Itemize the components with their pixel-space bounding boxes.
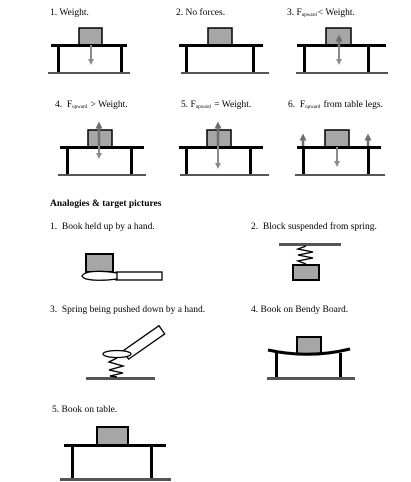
label-analogy-spring-pushed: 3. Spring being pushed down by a hand. [50, 305, 206, 315]
picture-book-on-table [60, 426, 171, 481]
picture-spring-pushed [86, 324, 166, 380]
table-fupward-legs [295, 129, 385, 176]
label-fupward-equal-weight: 5. Fupward = Weight. [181, 100, 252, 110]
picture-block-spring [279, 243, 341, 281]
label-no-forces: 2. No forces. [176, 8, 226, 18]
forearm-icon [115, 271, 163, 281]
spring-icon [295, 245, 314, 265]
label-weight: 1. Weight. [50, 8, 89, 18]
hand-icon [102, 349, 132, 359]
label-fupward-greater-weight: 4. Fupward > Weight. [55, 100, 128, 110]
table-fupward-greater [58, 121, 146, 176]
picture-bendy-board [267, 336, 355, 380]
table-fupward-equal [179, 121, 269, 176]
label-analogy-spring-suspended: 2. Block suspended from spring. [251, 222, 377, 232]
table-no-forces [179, 27, 269, 74]
label-fupward-less-weight: 3. Fupward< Weight. [287, 8, 355, 18]
label-analogy-hand: 1. Book held up by a hand. [50, 222, 155, 232]
label-analogy-table: 5. Book on table. [52, 405, 118, 415]
picture-book-on-hand [81, 253, 163, 281]
label-analogy-bendy-board: 4. Book on Bendy Board. [251, 305, 349, 315]
label-fupward-table-legs: 6. Fupward from table legs. [288, 100, 383, 110]
section-heading: Analogies & target pictures [50, 199, 162, 209]
hand-icon [81, 270, 118, 281]
table-fupward-less [296, 27, 388, 74]
spring-icon [107, 357, 126, 378]
table-weight [48, 27, 130, 74]
